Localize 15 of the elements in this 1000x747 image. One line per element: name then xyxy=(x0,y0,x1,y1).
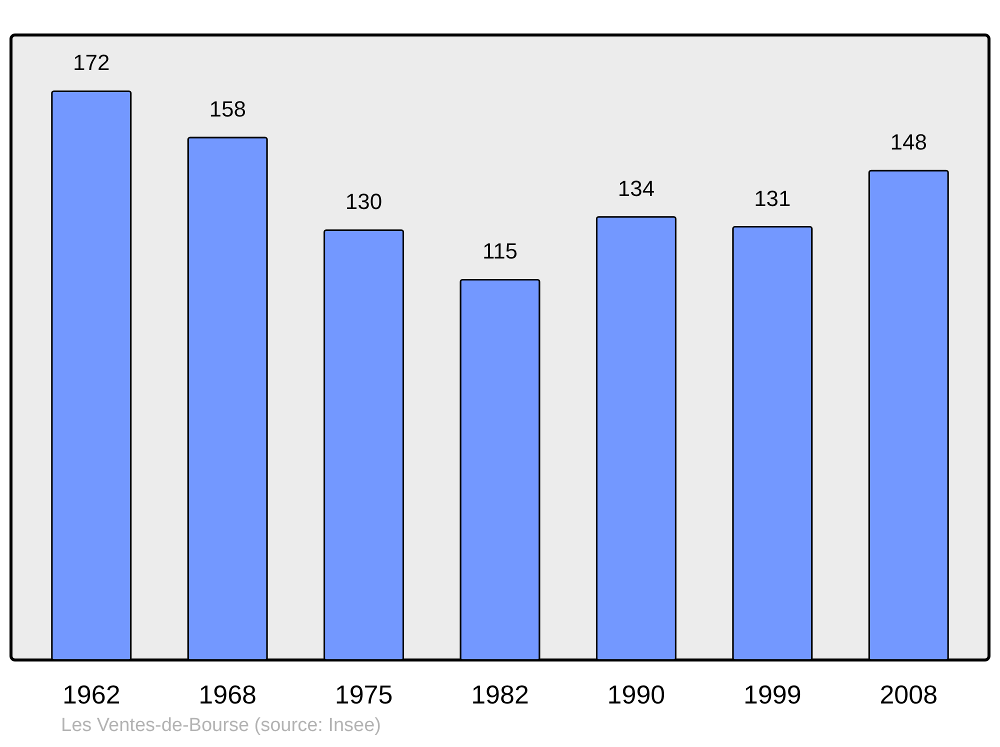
x-tick-label: 1975 xyxy=(334,680,393,710)
x-tick-label: 1962 xyxy=(62,680,120,710)
data-label: 134 xyxy=(618,176,655,201)
x-tick-label: 1968 xyxy=(198,680,256,710)
text: Les Ventes-de-Bourse (source: Insee) xyxy=(61,715,382,736)
data-label: 130 xyxy=(345,189,382,214)
x-tick-label: 2008 xyxy=(880,680,938,710)
x-tick-label: 1982 xyxy=(471,680,529,710)
x-tick-label: 1999 xyxy=(744,680,802,710)
data-label: 158 xyxy=(209,96,246,122)
data-label: 115 xyxy=(482,238,518,264)
data-label: 131 xyxy=(754,186,791,211)
data-label: 172 xyxy=(73,50,110,76)
x-tick-label: 1990 xyxy=(607,680,666,710)
data-label: 148 xyxy=(890,130,927,155)
